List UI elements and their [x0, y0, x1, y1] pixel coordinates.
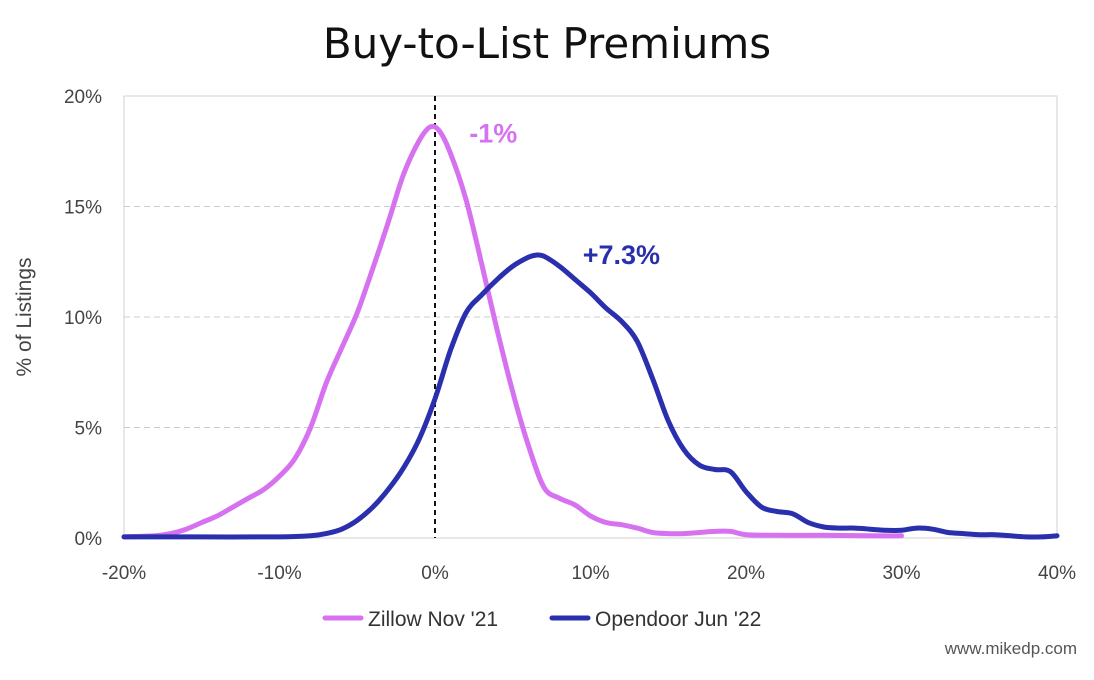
series-line-0 — [121, 123, 904, 540]
x-tick-label: 10% — [571, 563, 609, 584]
x-tick-label: 20% — [727, 563, 765, 584]
series-line-1 — [121, 252, 1060, 540]
legend: Zillow Nov '21 Opendoor Jun '22 — [322, 608, 761, 631]
x-tick-label: 40% — [1038, 563, 1076, 584]
x-tick-label: 30% — [882, 563, 920, 584]
y-tick-labels: 0% 5% 10% 15% 20% — [64, 87, 102, 550]
data-annotation: +7.3% — [583, 240, 660, 270]
gridlines — [124, 206, 1057, 428]
legend-label: Opendoor Jun '22 — [595, 608, 761, 631]
data-annotation: -1% — [469, 118, 517, 148]
y-tick-label: 20% — [64, 87, 102, 108]
annotations: -1% +7.3% — [469, 118, 660, 270]
series-lines — [121, 123, 1060, 540]
y-tick-label: 15% — [64, 198, 102, 219]
x-tick-label: -10% — [257, 563, 301, 584]
credit-text: www.mikedp.com — [944, 639, 1077, 658]
legend-label: Zillow Nov '21 — [368, 608, 498, 631]
chart-title: Buy-to-List Premiums — [323, 19, 771, 68]
x-tick-label: 0% — [421, 563, 449, 584]
x-tick-label: -20% — [102, 563, 146, 584]
y-tick-label: 0% — [75, 529, 103, 550]
y-tick-label: 5% — [75, 419, 103, 440]
x-tick-labels: -20% -10% 0% 10% 20% 30% 40% — [102, 563, 1076, 584]
y-axis-label: % of Listings — [13, 257, 36, 376]
y-tick-label: 10% — [64, 308, 102, 329]
